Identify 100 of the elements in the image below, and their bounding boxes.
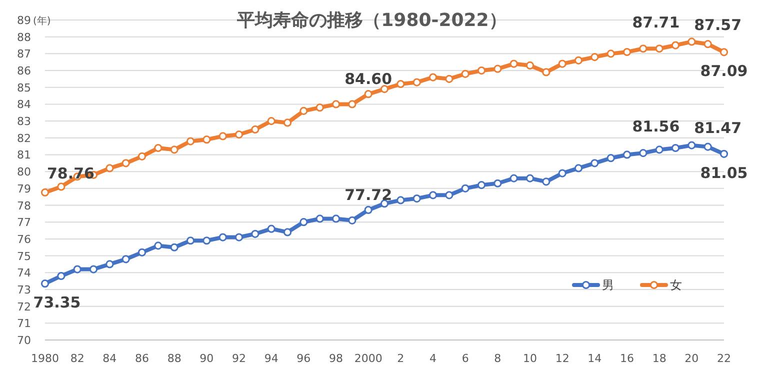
point (364, 206, 372, 214)
y-tick-label: 78 (17, 199, 31, 212)
data-label: 87.71 (632, 14, 680, 32)
chart-title: 平均寿命の推移（1980-2022） (236, 10, 507, 31)
point (57, 272, 66, 280)
point (73, 265, 82, 274)
point (89, 265, 98, 274)
point (154, 144, 162, 152)
point (122, 159, 130, 168)
y-tick-label: 81 (17, 148, 31, 162)
point (558, 169, 566, 178)
point (428, 73, 438, 82)
y-tick-label: 86 (17, 64, 31, 78)
x-tick-label: 22 (717, 352, 731, 365)
data-label: 81.47 (694, 118, 742, 137)
point (138, 248, 146, 256)
y-tick-label: 82 (17, 132, 31, 145)
point (445, 74, 454, 83)
point (510, 60, 518, 68)
x-tick-label: 2000 (354, 352, 382, 365)
point (461, 70, 470, 78)
legend-label: 女 (670, 278, 682, 292)
point (218, 132, 227, 140)
point (655, 146, 664, 154)
y-tick-label: 89 (17, 14, 31, 27)
x-tick-label: 82 (70, 352, 84, 365)
point (412, 78, 421, 86)
point (170, 146, 178, 154)
y-tick-label: 85 (17, 81, 31, 94)
y-tick-label: 88 (17, 30, 31, 44)
point (202, 136, 211, 144)
x-tick-label: 6 (462, 352, 469, 365)
x-tick-label: 16 (620, 352, 634, 365)
x-tick-label: 1980 (31, 352, 59, 365)
point (590, 159, 599, 168)
point (106, 164, 114, 172)
point (300, 106, 308, 115)
y-tick-label: 80 (17, 166, 31, 179)
point (688, 141, 696, 150)
x-tick-label: 94 (264, 352, 278, 365)
point (639, 149, 648, 158)
point (380, 85, 389, 94)
x-tick-label: 10 (523, 352, 537, 365)
point (154, 242, 162, 250)
point (186, 236, 195, 245)
y-tick-label: 84 (17, 98, 31, 112)
y-tick-label: 79 (17, 182, 31, 196)
point (364, 90, 372, 98)
point (251, 125, 260, 134)
point (300, 218, 308, 226)
point (558, 60, 566, 68)
point (720, 48, 728, 56)
x-tick-label: 20 (684, 352, 699, 365)
x-tick-label: 84 (102, 352, 117, 365)
x-tick-label: 2 (397, 352, 404, 365)
point (396, 80, 405, 88)
point (428, 191, 438, 200)
point (283, 118, 292, 127)
point (122, 255, 130, 264)
point (477, 66, 486, 75)
point (606, 50, 615, 58)
point (412, 194, 421, 203)
point (234, 130, 244, 139)
point (332, 214, 340, 223)
y-tick-label: 74 (17, 266, 31, 280)
point (234, 233, 244, 242)
point (348, 216, 356, 224)
point (606, 154, 615, 162)
y-tick-label: 73 (17, 283, 31, 296)
point (40, 280, 50, 288)
y-axis-title: (年) (33, 15, 51, 27)
point (138, 152, 146, 160)
y-tick-label: 72 (17, 300, 31, 314)
point (590, 53, 599, 62)
point (542, 68, 550, 76)
y-tick-label: 87 (17, 48, 31, 61)
point (639, 44, 648, 53)
data-label: 81.05 (700, 164, 748, 182)
point (688, 38, 696, 46)
point (704, 142, 712, 151)
point (622, 48, 632, 56)
point (380, 200, 389, 208)
point (186, 137, 195, 146)
x-tick-label: 12 (555, 352, 570, 365)
point (316, 104, 324, 112)
point (267, 224, 276, 233)
point (170, 243, 178, 252)
point (267, 117, 276, 126)
data-label: 84.60 (344, 70, 392, 88)
point (396, 196, 405, 204)
data-label: 77.72 (344, 186, 392, 204)
x-tick-label: 92 (232, 352, 246, 365)
data-label: 81.56 (632, 117, 680, 136)
point (202, 236, 211, 245)
point (655, 44, 664, 53)
y-tick-label: 83 (17, 115, 31, 128)
x-tick-label: 8 (494, 352, 502, 365)
x-tick-label: 4 (430, 352, 436, 365)
y-tick-label: 76 (17, 232, 31, 246)
data-label: 87.09 (700, 62, 748, 80)
